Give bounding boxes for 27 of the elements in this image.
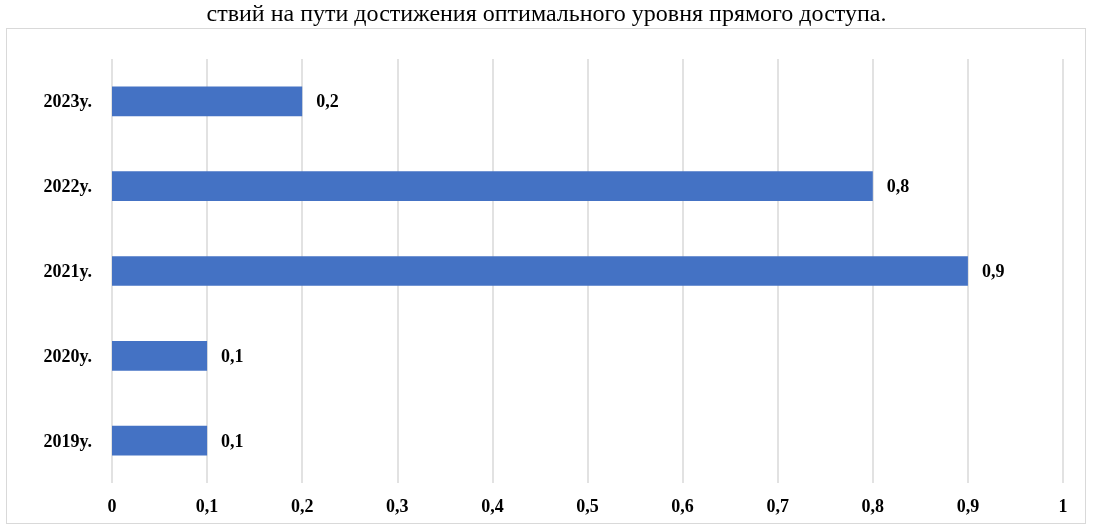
bar bbox=[112, 425, 208, 456]
bar bbox=[112, 340, 208, 371]
x-tick-label: 0 bbox=[107, 496, 117, 516]
data-label: 0,8 bbox=[886, 176, 910, 197]
bar bbox=[112, 86, 303, 117]
x-tick-label: 0,4 bbox=[481, 496, 504, 516]
chart-title: ствий на пути достижения оптимального уровня прямого доступа. bbox=[205, 0, 888, 26]
y-tick-label: 2021y. bbox=[43, 261, 92, 281]
data-label: 0,1 bbox=[221, 430, 244, 451]
y-tick-label: 2022y. bbox=[43, 176, 92, 197]
x-tick-label: 0,2 bbox=[290, 496, 314, 516]
x-tick-label: 0,7 bbox=[766, 496, 789, 516]
y-tick-label: 2019y. bbox=[43, 430, 92, 451]
bar bbox=[112, 256, 968, 286]
bar bbox=[112, 171, 873, 202]
y-tick-label: 2020y. bbox=[43, 345, 92, 366]
y-tick-label: 2023y. bbox=[43, 91, 92, 112]
x-tick-label: 1 bbox=[1058, 496, 1068, 516]
x-tick-label: 0,8 bbox=[861, 496, 885, 516]
data-label: 0,1 bbox=[221, 345, 244, 366]
x-tick-label: 0,5 bbox=[576, 496, 599, 516]
x-tick-label: 0,9 bbox=[956, 496, 980, 516]
data-label: 0,2 bbox=[316, 91, 339, 112]
x-tick-label: 0,1 bbox=[195, 496, 219, 516]
x-tick-label: 0,6 bbox=[671, 496, 694, 516]
data-label: 0,9 bbox=[981, 261, 1005, 281]
x-tick-label: 0,3 bbox=[386, 496, 409, 516]
